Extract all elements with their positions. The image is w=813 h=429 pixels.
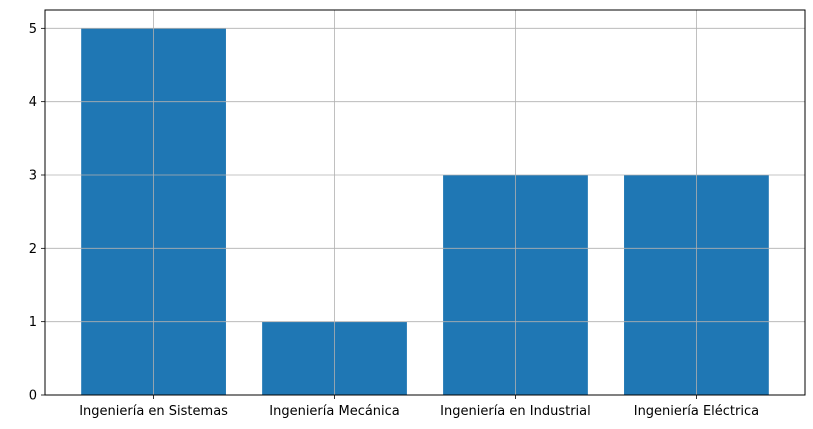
x-tick-label-3: Ingeniería Eléctrica [634, 404, 759, 419]
x-tick-label-1: Ingeniería Mecánica [269, 404, 400, 419]
bars-layer [81, 28, 769, 395]
y-tick-label-1: 1 [29, 315, 37, 330]
y-tick-label-0: 0 [29, 389, 37, 404]
x-tick-label-2: Ingeniería en Industrial [440, 404, 591, 419]
y-tick-label-4: 4 [29, 95, 37, 110]
plot-frame [44, 9, 806, 396]
y-tick-label-2: 2 [29, 242, 37, 257]
x-tick-label-0: Ingeniería en Sistemas [79, 404, 228, 419]
y-tick-label-5: 5 [29, 22, 37, 37]
ticks-layer: 0 1 2 3 4 5 Ingeniería en Sistemas Ingeniería M… [29, 22, 759, 419]
y-tick-label-3: 3 [29, 169, 37, 184]
